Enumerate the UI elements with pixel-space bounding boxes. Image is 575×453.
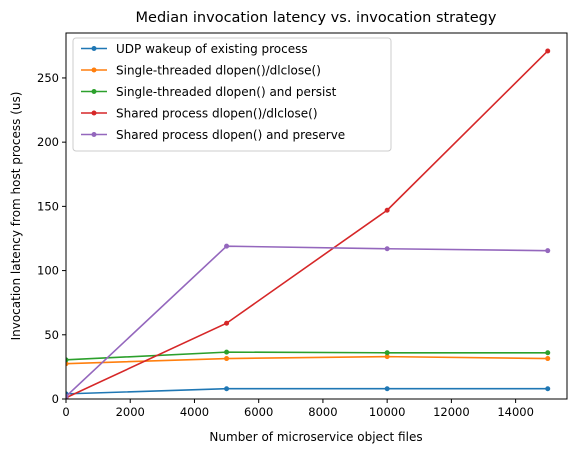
- legend-label: Shared process dlopen() and preserve: [116, 128, 345, 142]
- data-point: [384, 354, 390, 360]
- plot-area: [66, 48, 551, 399]
- data-point: [384, 386, 390, 392]
- y-tick-label: 150: [37, 199, 59, 213]
- data-point: [224, 349, 230, 355]
- data-point: [66, 357, 69, 363]
- y-tick-label: 200: [37, 135, 59, 149]
- series-line: [66, 355, 548, 365]
- data-point: [66, 393, 69, 399]
- legend-marker: [91, 89, 97, 94]
- x-tick-label: 8000: [308, 405, 337, 419]
- legend-marker: [91, 132, 97, 137]
- x-axis: 0 2000 4000 6000 8000 10000 12000 14000: [62, 399, 534, 419]
- legend-label: Shared process dlopen()/dlclose(): [116, 107, 318, 121]
- data-point: [545, 350, 551, 356]
- y-axis: 0 50 100 150 200 250: [37, 71, 66, 406]
- data-point: [224, 386, 230, 392]
- chart-title: Median invocation latency vs. invocation…: [136, 10, 497, 26]
- series-line: [66, 351, 548, 361]
- legend-label: Single-threaded dlopen() and persist: [116, 85, 337, 99]
- legend-label: Single-threaded dlopen()/dlclose(): [116, 64, 321, 78]
- x-tick-label: 12000: [433, 405, 470, 419]
- y-tick-label: 250: [37, 71, 59, 85]
- data-point: [545, 48, 551, 54]
- y-tick-label: 50: [44, 328, 59, 342]
- legend-marker: [91, 110, 97, 116]
- legend: UDP wakeup of existing process Single-thr…: [72, 37, 392, 152]
- x-tick-label: 2000: [116, 405, 145, 419]
- x-tick-label: 14000: [497, 405, 534, 419]
- legend-marker: [91, 46, 97, 51]
- legend-marker: [91, 67, 97, 73]
- y-axis-label: Invocation latency from host process (us…: [9, 92, 23, 341]
- plot-frame: [65, 32, 568, 400]
- x-tick-label: 4000: [180, 405, 209, 419]
- series-line: [66, 50, 549, 399]
- series-group: [66, 243, 551, 399]
- y-tick-label: 0: [52, 392, 59, 406]
- series-line: [66, 245, 548, 398]
- data-point: [384, 207, 390, 213]
- data-point: [545, 248, 551, 254]
- data-point: [224, 320, 230, 326]
- data-point: [545, 356, 551, 362]
- y-tick-label: 100: [37, 264, 59, 278]
- x-tick-label: 0: [62, 405, 69, 419]
- x-axis-label: Number of microservice object files: [209, 430, 422, 444]
- data-point: [224, 243, 230, 249]
- x-tick-label: 10000: [369, 405, 406, 419]
- data-point: [66, 361, 69, 367]
- data-point: [384, 246, 390, 252]
- data-point: [384, 350, 390, 356]
- series-line: [66, 387, 548, 395]
- legend-box: [72, 37, 392, 152]
- x-tick-label: 6000: [244, 405, 273, 419]
- data-point: [545, 386, 551, 392]
- legend-label: UDP wakeup of existing process: [116, 42, 308, 56]
- series-group: [66, 386, 551, 397]
- data-point: [224, 356, 230, 362]
- series-group: [66, 349, 551, 363]
